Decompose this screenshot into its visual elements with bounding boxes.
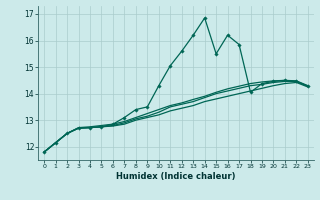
X-axis label: Humidex (Indice chaleur): Humidex (Indice chaleur) bbox=[116, 172, 236, 181]
